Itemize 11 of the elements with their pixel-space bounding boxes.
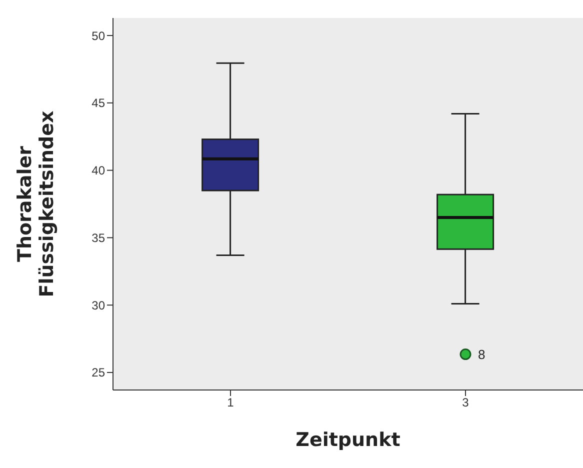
x-tick-label: 3: [462, 396, 470, 410]
y-tick-label: 40: [92, 164, 106, 178]
y-tick-label: 50: [92, 28, 106, 43]
y-tick-label: 45: [92, 96, 106, 110]
x-tick-label: 1: [227, 396, 234, 410]
y-tick-label: 25: [92, 366, 106, 380]
y-tick-label: 35: [92, 230, 106, 245]
y-tick-label: 30: [92, 298, 106, 312]
y-axis-title: Thorakaler Flüssigkeitsindex: [14, 110, 58, 298]
x-axis-title: Zeitpunkt: [296, 429, 400, 451]
annotation: 8: [478, 346, 486, 362]
